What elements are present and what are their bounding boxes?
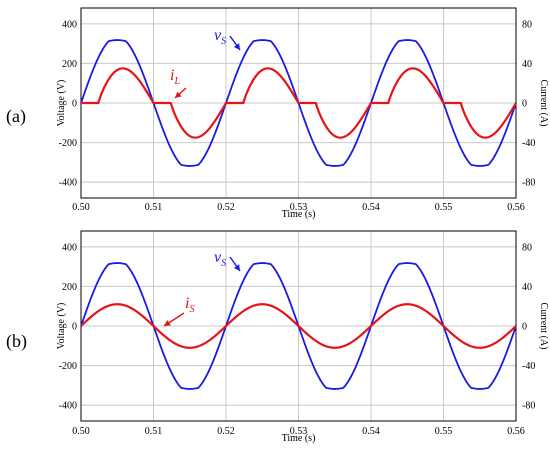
series-line-iL	[80, 67, 517, 139]
x-tick-label: 0.53	[290, 426, 308, 437]
y-right-axis-label: Current (A)	[538, 303, 549, 350]
annotation-arrowhead-vS	[233, 43, 240, 50]
x-tick-label: 0.55	[435, 426, 453, 437]
y-left-tick-label: 400	[62, 242, 77, 253]
y-right-tick-label: 40	[522, 59, 532, 70]
annotation-symbol: v	[214, 249, 222, 266]
annotation-label-vS: vS	[214, 27, 226, 47]
chart-panel-a: 0.50 0.51 0.52 0.53 0.54 0.55 0.564002000-200-…	[56, 7, 549, 220]
y-right-tick-label: -40	[522, 138, 535, 149]
x-tick-label: 0.54	[362, 426, 380, 437]
annotation-subscript: S	[189, 304, 194, 315]
panel-label-b: (b)	[6, 331, 27, 351]
y-left-tick-label: -200	[59, 138, 77, 149]
annotation-subscript: S	[221, 258, 226, 269]
x-tick-label: 0.52	[217, 202, 235, 213]
x-tick-label: 0.50	[72, 202, 90, 213]
chart-panel-b: 0.50 0.51 0.52 0.53 0.54 0.55 0.564002000-200-…	[56, 230, 549, 444]
annotation-arrowhead-iL	[175, 91, 182, 98]
annotation-symbol: i	[170, 67, 174, 84]
y-left-axis-label: Voltage (V)	[56, 80, 67, 127]
y-left-tick-label: 200	[62, 282, 77, 293]
annotation-label-vS: vS	[214, 249, 226, 269]
y-left-tick-label: -400	[59, 178, 77, 189]
y-left-axis-label: Voltage (V)	[56, 303, 67, 350]
x-tick-label: 0.56	[507, 426, 525, 437]
y-left-tick-label: 0	[72, 99, 77, 110]
y-left-tick-label: -200	[59, 361, 77, 372]
x-tick-label: 0.54	[362, 202, 380, 213]
annotation-symbol: i	[185, 295, 189, 312]
annotation-subscript: S	[221, 36, 226, 47]
y-right-tick-label: 40	[522, 282, 532, 293]
annotation-label-iS: iS	[185, 295, 194, 315]
series-line-iS	[80, 303, 517, 349]
x-tick-label: 0.50	[72, 426, 90, 437]
y-left-tick-label: 200	[62, 59, 77, 70]
y-right-axis-label: Current (A)	[538, 80, 549, 127]
x-tick-label: 0.55	[435, 202, 453, 213]
y-left-tick-label: 400	[62, 19, 77, 30]
x-tick-label: 0.51	[145, 426, 163, 437]
x-tick-label: 0.52	[217, 426, 235, 437]
y-right-tick-label: -40	[522, 361, 535, 372]
annotation-subscript: L	[173, 76, 180, 87]
panel-label-a: (a)	[6, 106, 26, 126]
y-right-tick-label: -80	[522, 401, 535, 412]
x-tick-label: 0.53	[290, 202, 308, 213]
annotation-arrowhead-iS	[164, 320, 171, 326]
y-left-tick-label: 0	[72, 322, 77, 333]
y-right-tick-label: 80	[522, 242, 532, 253]
y-left-tick-label: -400	[59, 401, 77, 412]
y-right-tick-label: 0	[522, 99, 527, 110]
annotation-symbol: v	[214, 27, 222, 44]
y-right-tick-label: 80	[522, 19, 532, 30]
x-axis-label: Time (s)	[282, 433, 316, 444]
y-right-tick-label: 0	[522, 322, 527, 333]
annotation-arrowhead-vS	[233, 264, 240, 271]
y-right-tick-label: -80	[522, 178, 535, 189]
x-tick-label: 0.56	[507, 202, 525, 213]
annotation-label-iL: iL	[170, 67, 180, 87]
x-axis-label: Time (s)	[282, 209, 316, 220]
x-tick-label: 0.51	[145, 202, 163, 213]
